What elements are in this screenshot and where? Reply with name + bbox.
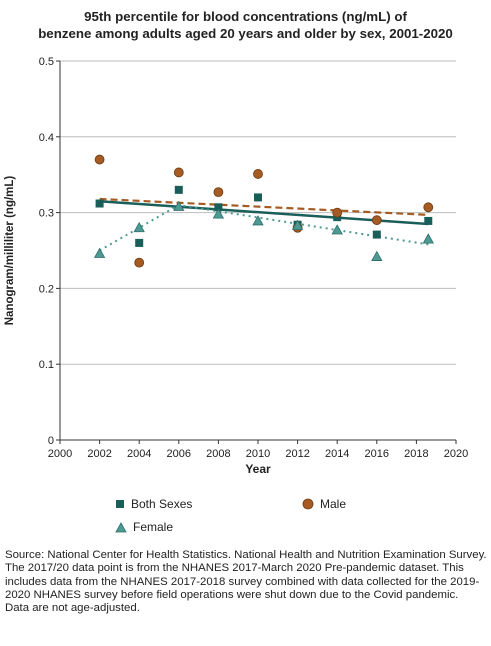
y-tick-label: 0	[48, 435, 54, 447]
x-tick-label: 2020	[444, 448, 468, 460]
data-point-male	[173, 167, 184, 178]
data-point-male	[332, 207, 343, 218]
data-point-female	[371, 250, 383, 261]
data-point-both-sexes	[254, 193, 262, 202]
chart-title: 95th percentile for blood concentrations…	[0, 8, 491, 42]
data-point-both-sexes	[372, 230, 381, 239]
x-tick-label: 2000	[48, 448, 72, 460]
legend-label-male: Male	[320, 497, 347, 511]
data-point-female	[212, 208, 225, 219]
data-point-male	[134, 257, 145, 268]
x-tick-label: 2012	[285, 448, 309, 460]
legend-item-both-sexes[interactable]: Both Sexes	[115, 497, 192, 511]
data-point-female	[133, 221, 145, 233]
data-point-female	[291, 219, 304, 230]
chart-canvas: 0 0.1 0.2 0.3 0.4 0.5 2000 2002 2004 2006 2008 2010…	[4, 56, 468, 476]
data-point-male	[94, 154, 105, 165]
data-point-male	[423, 202, 434, 213]
data-point-both-sexes	[174, 185, 183, 194]
x-tick-label: 2014	[325, 448, 349, 460]
source-notes: Source: National Center for Health Stati…	[5, 549, 489, 615]
square-marker-icon	[116, 500, 124, 508]
data-point-female	[93, 247, 106, 258]
legend-item-male[interactable]: Male	[302, 497, 346, 511]
x-tick-label: 2016	[365, 448, 389, 460]
y-axis-label: Nanogram/milliliter (ng/mL)	[4, 176, 16, 326]
series-female	[93, 200, 434, 261]
source-note-3: Data are not age-adjusted.	[5, 602, 140, 615]
legend-label-both-sexes: Both Sexes	[131, 497, 193, 511]
x-tick-label: 2006	[167, 448, 191, 460]
x-tick-label: 2004	[127, 448, 151, 460]
x-tick-label: 2018	[404, 448, 428, 460]
data-point-both-sexes	[135, 238, 144, 247]
data-point-male	[253, 169, 263, 179]
chart-title-line-1: 95th percentile for blood concentrations…	[84, 9, 407, 24]
data-point-male	[213, 187, 224, 198]
chart-title-line-2: benzene among adults aged 20 years and o…	[38, 26, 453, 41]
circle-marker-icon	[302, 498, 314, 510]
series-male	[94, 154, 434, 268]
series-both-sexes	[95, 185, 433, 247]
data-point-both-sexes	[95, 199, 104, 208]
data-point-female	[331, 224, 343, 235]
data-point-female	[422, 233, 434, 244]
x-tick-label: 2010	[246, 448, 270, 460]
data-point-both-sexes	[214, 203, 223, 212]
legend-label-female: Female	[133, 520, 174, 534]
legend-item-female[interactable]: Female	[115, 520, 173, 534]
x-axis-label: Year	[245, 462, 271, 476]
y-tick-label: 0.5	[39, 56, 54, 68]
data-point-both-sexes	[424, 216, 433, 225]
data-point-female	[173, 200, 185, 211]
source-note-1: Source: National Center for Health Stati…	[5, 549, 487, 561]
triangle-marker-icon	[115, 521, 127, 532]
y-tick-label: 0.4	[39, 132, 54, 144]
y-tick-label: 0.2	[39, 283, 54, 295]
source-note-2: The 2017/20 data point is from the NHANE…	[5, 562, 480, 601]
x-tick-label: 2002	[87, 448, 111, 460]
data-point-female	[252, 215, 264, 226]
x-tick-label: 2008	[206, 448, 230, 460]
y-tick-label: 0.1	[39, 359, 54, 371]
data-point-male	[371, 215, 382, 226]
y-tick-label: 0.3	[39, 208, 54, 220]
